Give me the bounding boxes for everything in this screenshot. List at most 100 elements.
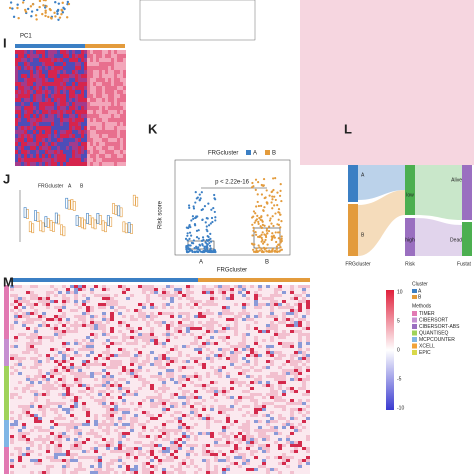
heat-cell <box>30 378 34 381</box>
heat-cell <box>254 441 258 444</box>
heat-cell <box>174 330 178 333</box>
heat-cell <box>286 381 290 384</box>
heat-cell <box>10 297 14 300</box>
heat-cell <box>274 378 278 381</box>
heat-cell <box>154 411 158 414</box>
heat-cell <box>74 315 78 318</box>
heat-cell <box>14 321 18 324</box>
heat-cell <box>134 294 138 297</box>
heat-cell <box>34 456 38 459</box>
heat-cell <box>122 384 126 387</box>
heat-cell <box>218 381 222 384</box>
heat-cell <box>234 435 238 438</box>
heat-cell <box>66 432 70 435</box>
heat-cell <box>66 312 70 315</box>
heat-cell <box>34 318 38 321</box>
heat-cell <box>238 447 242 450</box>
heat-cell <box>270 450 274 453</box>
heat-cell <box>306 438 310 441</box>
heat-cell <box>182 375 186 378</box>
heat-cell <box>202 336 206 339</box>
heat-cell <box>162 357 166 360</box>
heat-cell <box>34 465 38 468</box>
heat-cell <box>286 288 290 291</box>
heat-cell <box>298 405 302 408</box>
heat-cell <box>270 294 274 297</box>
heat-cell <box>30 324 34 327</box>
heat-cell <box>122 405 126 408</box>
heat-cell <box>266 372 270 375</box>
heat-cell <box>246 375 250 378</box>
heat-cell <box>282 384 286 387</box>
heat-cell <box>270 354 274 357</box>
heat-cell <box>258 450 262 453</box>
heat-cell <box>122 324 126 327</box>
heat-cell <box>150 411 154 414</box>
heat-cell <box>138 303 142 306</box>
heat-cell <box>162 462 166 465</box>
heat-cell <box>186 378 190 381</box>
heat-cell <box>50 330 54 333</box>
heat-cell <box>294 435 298 438</box>
heat-cell <box>82 300 86 303</box>
heat-cell <box>230 384 234 387</box>
heat-cell <box>106 387 110 390</box>
heat-cell <box>82 399 86 402</box>
heat-cell <box>38 339 42 342</box>
heat-cell <box>74 306 78 309</box>
heat-cell <box>74 420 78 423</box>
heat-cell <box>122 453 126 456</box>
heat-cell <box>298 345 302 348</box>
heat-cell <box>246 426 250 429</box>
heat-cell <box>190 336 194 339</box>
heat-cell <box>186 345 190 348</box>
heat-cell <box>290 381 294 384</box>
heat-cell <box>82 357 86 360</box>
heat-cell <box>170 357 174 360</box>
heat-cell <box>298 288 302 291</box>
heat-cell <box>130 330 134 333</box>
heat-cell <box>278 429 282 432</box>
heat-cell <box>262 471 266 474</box>
heat-cell <box>10 384 14 387</box>
heat-cell <box>222 405 226 408</box>
heat-cell <box>62 324 66 327</box>
heat-cell <box>170 354 174 357</box>
heat-cell <box>110 459 114 462</box>
heat-cell <box>190 459 194 462</box>
heat-cell <box>30 339 34 342</box>
method-box <box>412 337 417 342</box>
heat-cell <box>306 378 310 381</box>
heat-cell <box>190 423 194 426</box>
heat-cell <box>270 459 274 462</box>
heat-cell <box>134 342 138 345</box>
heat-cell <box>94 357 98 360</box>
heat-cell <box>178 378 182 381</box>
heat-cell <box>98 429 102 432</box>
heat-cell <box>106 363 110 366</box>
heat-cell <box>54 336 58 339</box>
heat-cell <box>214 381 218 384</box>
heat-cell <box>154 459 158 462</box>
heat-cell <box>242 306 246 309</box>
heat-cell <box>174 450 178 453</box>
heat-cell <box>278 465 282 468</box>
heat-cell <box>202 465 206 468</box>
heat-cell <box>242 441 246 444</box>
heat-cell <box>26 426 30 429</box>
heat-cell <box>78 330 82 333</box>
heat-cell <box>266 351 270 354</box>
heat-cell <box>234 465 238 468</box>
heat-cell <box>78 339 82 342</box>
heat-cell <box>54 357 58 360</box>
heat-cell <box>22 420 26 423</box>
heat-cell <box>86 354 90 357</box>
heat-cell <box>26 462 30 465</box>
heat-cell <box>254 423 258 426</box>
heat-cell <box>278 294 282 297</box>
heat-cell <box>218 453 222 456</box>
heat-cell <box>94 318 98 321</box>
k-dot <box>265 250 268 253</box>
heat-cell <box>270 348 274 351</box>
heat-cell <box>186 420 190 423</box>
